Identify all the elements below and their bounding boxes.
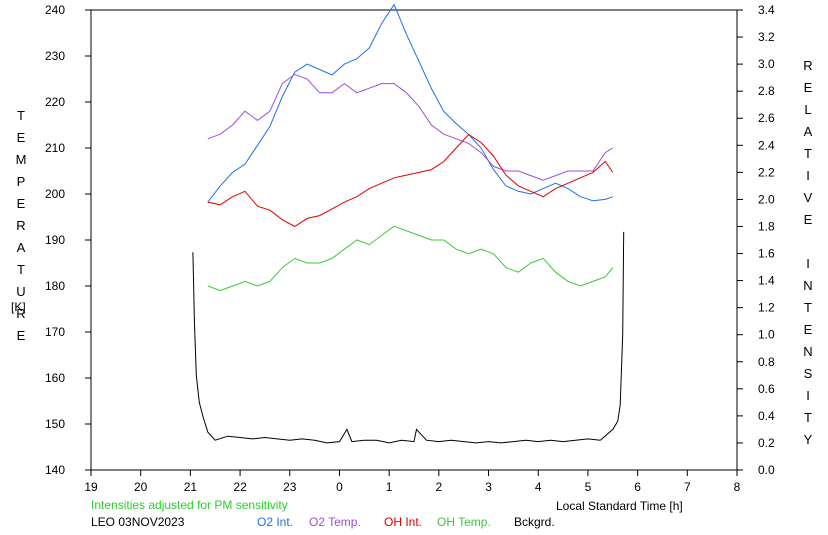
x-tick-label: 23 (283, 480, 297, 494)
left-tick-label: 220 (45, 95, 65, 109)
left-axis-ticks: 140 150 160 170 180 190 200 210 220 230 240 (45, 3, 91, 477)
legend-item: O2 Temp. (309, 515, 361, 529)
left-tick-label: 150 (45, 417, 65, 431)
right-tick-label: 0.6 (758, 382, 775, 396)
x-tick-label: 1 (386, 480, 393, 494)
x-tick-label: 20 (134, 480, 148, 494)
right-tick-label: 0.2 (758, 436, 775, 450)
left-tick-label: 180 (45, 279, 65, 293)
series-line-o2-temp (207, 73, 614, 181)
legend-item: Bckgrd. (514, 515, 555, 529)
right-tick-label: 1.4 (758, 274, 775, 288)
plot-frame (90, 9, 738, 471)
right-tick-label: 1.2 (758, 301, 775, 315)
right-tick-label: 3.2 (758, 30, 775, 44)
left-tick-label: 160 (45, 371, 65, 385)
right-tick-label: 0.0 (758, 463, 775, 477)
x-tick-label: 0 (336, 480, 343, 494)
series-line-oh-int (207, 133, 614, 228)
left-tick-label: 170 (45, 325, 65, 339)
x-tick-label: 4 (535, 480, 542, 494)
x-tick-label: 6 (634, 480, 641, 494)
x-tick-label: 8 (734, 480, 741, 494)
x-tick-label: 3 (485, 480, 492, 494)
legend-item: OH Int. (384, 515, 423, 529)
right-tick-label: 2.2 (758, 165, 775, 179)
left-tick-label: 210 (45, 141, 65, 155)
x-axis-ticks: 19 20 21 22 23 0 1 2 3 4 5 6 7 8 (84, 470, 741, 494)
left-tick-label: 190 (45, 233, 65, 247)
right-tick-label: 1.0 (758, 328, 775, 342)
x-tick-label: 22 (233, 480, 247, 494)
x-tick-label: 2 (436, 480, 443, 494)
right-tick-label: 2.0 (758, 192, 775, 206)
left-tick-label: 140 (45, 463, 65, 477)
right-tick-label: 1.6 (758, 247, 775, 261)
right-tick-label: 3.4 (758, 3, 775, 17)
left-tick-label: 230 (45, 49, 65, 63)
x-tick-label: 21 (184, 480, 198, 494)
right-tick-label: 2.4 (758, 138, 775, 152)
station-date: LEO 03NOV2023 (91, 515, 185, 529)
left-axis-unit: [K] (11, 300, 26, 314)
x-tick-label: 7 (684, 480, 691, 494)
right-tick-label: 2.8 (758, 84, 775, 98)
series-line-bckgrd (192, 231, 625, 444)
x-axis-label: Local Standard Time [h] (556, 499, 683, 513)
sensitivity-note: Intensities adjusted for PM sensitivity (91, 498, 288, 512)
right-tick-label: 2.6 (758, 111, 775, 125)
right-tick-label: 1.8 (758, 219, 775, 233)
legend-item: O2 Int. (257, 515, 294, 529)
left-tick-label: 240 (45, 3, 65, 17)
right-axis-ticks: 0.0 0.2 0.4 0.6 0.8 1.0 1.2 1.4 1.6 1.8 2.0 2.2 2.4 2… (737, 3, 775, 477)
legend-item: OH Temp. (437, 515, 491, 529)
series-layer (192, 3, 625, 444)
right-tick-label: 0.8 (758, 355, 775, 369)
x-tick-label: 5 (585, 480, 592, 494)
series-line-oh-temp (207, 225, 614, 292)
series-line-o2-int (207, 3, 613, 203)
x-tick-label: 19 (84, 480, 98, 494)
right-tick-label: 3.0 (758, 57, 775, 71)
left-tick-label: 200 (45, 187, 65, 201)
right-tick-label: 0.4 (758, 409, 775, 423)
